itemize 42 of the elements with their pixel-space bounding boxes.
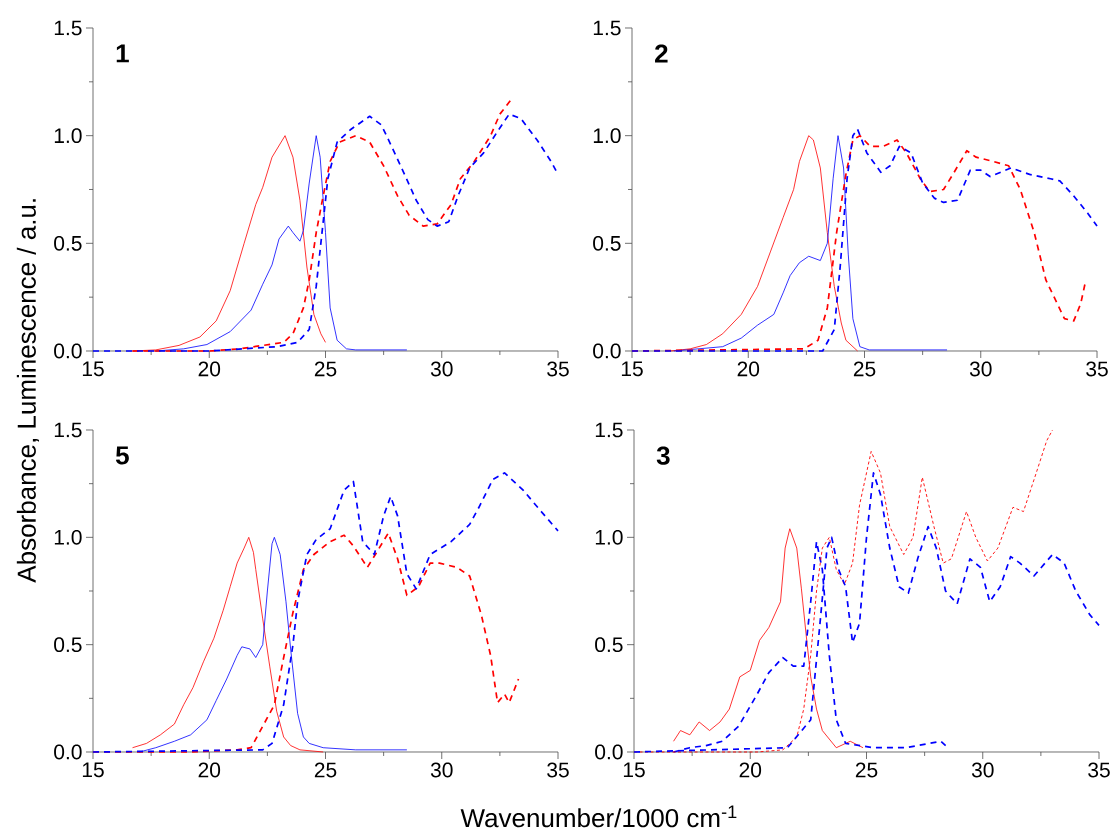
x-tick-label: 15 (623, 762, 645, 778)
x-tick-label: 25 (855, 762, 878, 778)
annotation: 3 (656, 446, 670, 465)
x-tick-label: 35 (1088, 762, 1110, 778)
y-tick-label: 1.5 (593, 20, 621, 36)
x-tick-label: 25 (853, 361, 876, 377)
annotation: 5 (115, 446, 129, 465)
y-tick-label: 0.5 (593, 235, 621, 251)
annotation: 2 (655, 44, 668, 63)
x-tick-label: 35 (547, 762, 569, 778)
y-tick-label: 0.0 (595, 744, 623, 760)
y-tick-label: 1.0 (54, 529, 82, 545)
x-tick-label: 20 (198, 762, 221, 778)
x-tick-label: 20 (198, 361, 221, 377)
x-tick-label: 30 (430, 361, 453, 377)
y-tick-label: 1.0 (593, 128, 621, 144)
y-tick-label: 0.5 (595, 637, 623, 653)
y-tick-label: 1.5 (595, 422, 623, 438)
x-tick-label: 35 (1086, 361, 1108, 377)
x-tick-label: 35 (547, 361, 569, 377)
annotation: 1 (116, 44, 129, 63)
x-tick-label: 20 (739, 762, 762, 778)
x-tick-label: 25 (314, 361, 337, 377)
y-tick-label: 0.0 (54, 744, 82, 760)
y-tick-label: 0.5 (54, 235, 82, 251)
y-tick-label: 1.5 (54, 20, 82, 36)
y-tick-label: 1.0 (595, 529, 623, 545)
x-tick-label: 20 (737, 361, 760, 377)
x-tick-label: 30 (430, 762, 453, 778)
y-tick-label: 1.0 (54, 128, 82, 144)
x-axis-title: Wavenumber/1000 cm$^{-1}$ (460, 805, 737, 828)
y-tick-label: 0.5 (54, 637, 82, 653)
x-tick-label: 30 (969, 361, 992, 377)
x-tick-label: 15 (82, 361, 104, 377)
y-axis-title: Absorbance, Luminescence / a.u. (16, 199, 39, 583)
x-tick-label: 25 (314, 762, 337, 778)
x-tick-label: 15 (621, 361, 643, 377)
y-tick-label: 0.0 (593, 343, 621, 359)
y-tick-label: 1.5 (54, 422, 82, 438)
x-tick-label: 30 (971, 762, 994, 778)
x-tick-label: 15 (82, 762, 104, 778)
y-tick-label: 0.0 (54, 343, 82, 359)
